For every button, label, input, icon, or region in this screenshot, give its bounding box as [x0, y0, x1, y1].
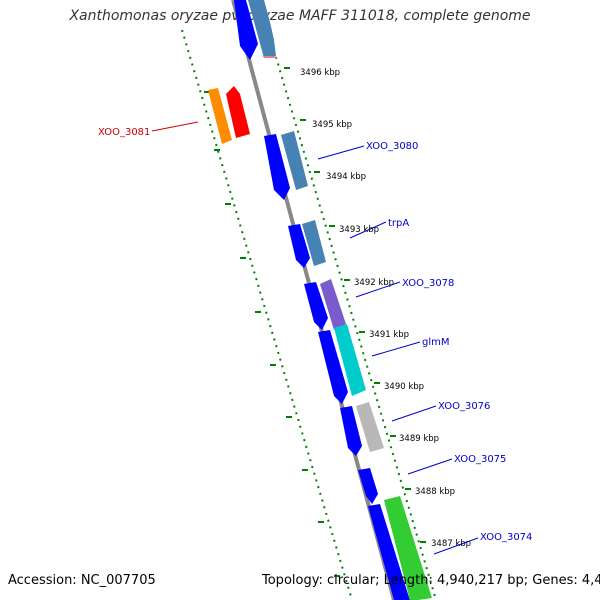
gene-labels: XOO_3081 XOO_3080 trpA XOO_3078 glmM XOO… — [98, 127, 532, 543]
tick-label: 3495 kbp — [312, 120, 352, 130]
gene-red-arrow — [226, 86, 250, 138]
gene-label-trpa[interactable]: trpA — [388, 218, 409, 229]
outer-dotted-track — [181, 29, 353, 600]
gene-steelblue — [248, 0, 276, 58]
gene-cyan — [334, 324, 366, 396]
gene-gray — [356, 402, 384, 452]
gene-label-xoo-3078[interactable]: XOO_3078 — [402, 278, 454, 289]
inner-dotted-track — [267, 29, 437, 600]
gene-steelblue — [281, 131, 308, 190]
gene-green — [384, 496, 432, 600]
tick-label: 3491 kbp — [369, 330, 409, 340]
kbp-tick-labels: 3496 kbp 3495 kbp 3494 kbp 3493 kbp 3492… — [300, 68, 471, 549]
tick-label: 3494 kbp — [326, 172, 366, 182]
forward-gene-arrow — [304, 282, 328, 330]
gene-label-xoo-3080[interactable]: XOO_3080 — [366, 141, 418, 152]
gene-label-xoo-3075[interactable]: XOO_3075 — [454, 454, 506, 465]
forward-strand-genes — [234, 0, 410, 600]
gene-orange-arrow — [208, 88, 232, 144]
inner-track-ticks — [284, 67, 426, 543]
reverse-strand-genes — [248, 0, 432, 600]
gene-purple — [320, 279, 346, 330]
forward-gene-arrow — [318, 330, 348, 404]
gene-label-xoo-3076[interactable]: XOO_3076 — [438, 401, 490, 412]
tick-label: 3488 kbp — [415, 487, 455, 497]
forward-gene-arrow — [288, 224, 310, 268]
forward-gene-arrow — [234, 0, 258, 60]
label-leader-lines — [151, 121, 479, 555]
gene-label-xoo-3081[interactable]: XOO_3081 — [98, 127, 150, 138]
forward-gene-arrow — [358, 468, 378, 504]
accession-text: Accession: NC_007705 — [8, 573, 156, 588]
tick-label: 3492 kbp — [354, 278, 394, 288]
gene-pink — [262, 56, 278, 58]
tick-label: 3489 kbp — [399, 434, 439, 444]
forward-gene-arrow — [264, 134, 290, 200]
gene-steelblue — [302, 220, 326, 266]
forward-gene-arrow — [340, 406, 362, 456]
genome-summary-text: Topology: circular; Length: 4,940,217 bp… — [262, 573, 600, 588]
map-title: Xanthomonas oryzae pv. oryzae MAFF 31101… — [69, 8, 531, 24]
tick-label: 3487 kbp — [431, 539, 471, 549]
forward-gene-arrow — [368, 504, 410, 600]
tick-label: 3496 kbp — [300, 68, 340, 78]
gene-label-glmm[interactable]: glmM — [422, 337, 450, 348]
tick-label: 3493 kbp — [339, 225, 379, 235]
outer-track-ticks — [204, 91, 340, 577]
tick-label: 3490 kbp — [384, 382, 424, 392]
gene-label-xoo-3074[interactable]: XOO_3074 — [480, 532, 532, 543]
